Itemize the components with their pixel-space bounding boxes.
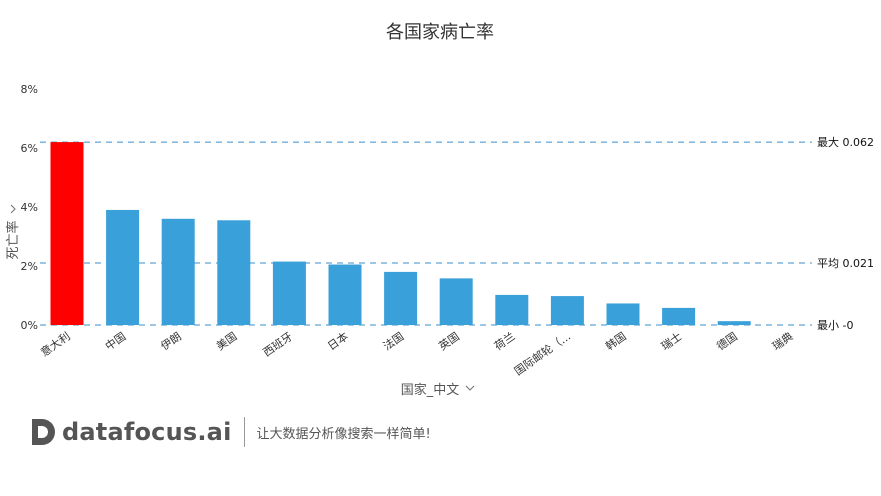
- footer: datafocus.ai 让大数据分析像搜索一样简单!: [30, 414, 431, 450]
- x-tick-label: 意大利: [38, 329, 73, 359]
- y-axis-title[interactable]: 死亡率: [5, 204, 21, 260]
- x-axis-title[interactable]: 国家_中文: [401, 382, 475, 398]
- reference-line-label: 最大 0.062: [817, 135, 874, 149]
- bar[interactable]: [439, 278, 473, 325]
- y-tick-label: 4%: [21, 201, 38, 214]
- x-tick-label: 瑞典: [769, 329, 795, 353]
- chart-title: 各国家病亡率: [386, 22, 494, 43]
- y-tick-label: 0%: [21, 319, 38, 332]
- x-tick-label: 国际邮轮（...: [511, 329, 573, 378]
- bar[interactable]: [328, 264, 362, 325]
- bar[interactable]: [662, 307, 696, 325]
- x-tick-label: 英国: [436, 329, 462, 353]
- bar[interactable]: [717, 321, 751, 325]
- datafocus-logo-icon: [32, 419, 55, 445]
- y-tick-label: 2%: [21, 260, 38, 273]
- bar[interactable]: [161, 218, 195, 325]
- x-tick-label: 日本: [325, 329, 351, 353]
- x-tick-label: 西班牙: [261, 330, 295, 360]
- y-tick-label: 6%: [21, 142, 38, 155]
- logo-text: datafocus.ai: [62, 418, 232, 446]
- bar[interactable]: [50, 142, 84, 325]
- bar[interactable]: [384, 271, 418, 325]
- x-tick-label: 美国: [214, 330, 239, 353]
- bar[interactable]: [495, 294, 529, 325]
- chevron-down-icon[interactable]: [465, 385, 475, 391]
- bar[interactable]: [106, 209, 140, 325]
- reference-line-label: 最小 -0: [817, 319, 853, 332]
- x-tick-label: 伊朗: [158, 330, 183, 353]
- slogan: 让大数据分析像搜索一样简单!: [256, 426, 431, 442]
- bar[interactable]: [217, 220, 251, 325]
- y-tick-label: 8%: [21, 83, 38, 96]
- bar[interactable]: [606, 303, 640, 325]
- y-axis-label: 死亡率: [5, 220, 21, 259]
- x-tick-label: 韩国: [603, 329, 629, 353]
- x-axis-label: 国家_中文: [401, 382, 460, 398]
- x-tick-label: 中国: [103, 330, 128, 353]
- footer-divider: [243, 417, 245, 447]
- chevron-down-icon[interactable]: [10, 204, 16, 214]
- x-tick-label: 瑞士: [658, 329, 684, 353]
- x-tick-label: 法国: [380, 329, 406, 353]
- reference-line-label: 平均 0.021: [817, 257, 874, 270]
- bar[interactable]: [550, 296, 584, 325]
- bar[interactable]: [272, 261, 306, 325]
- x-tick-label: 荷兰: [492, 330, 517, 353]
- x-tick-label: 德国: [714, 329, 740, 353]
